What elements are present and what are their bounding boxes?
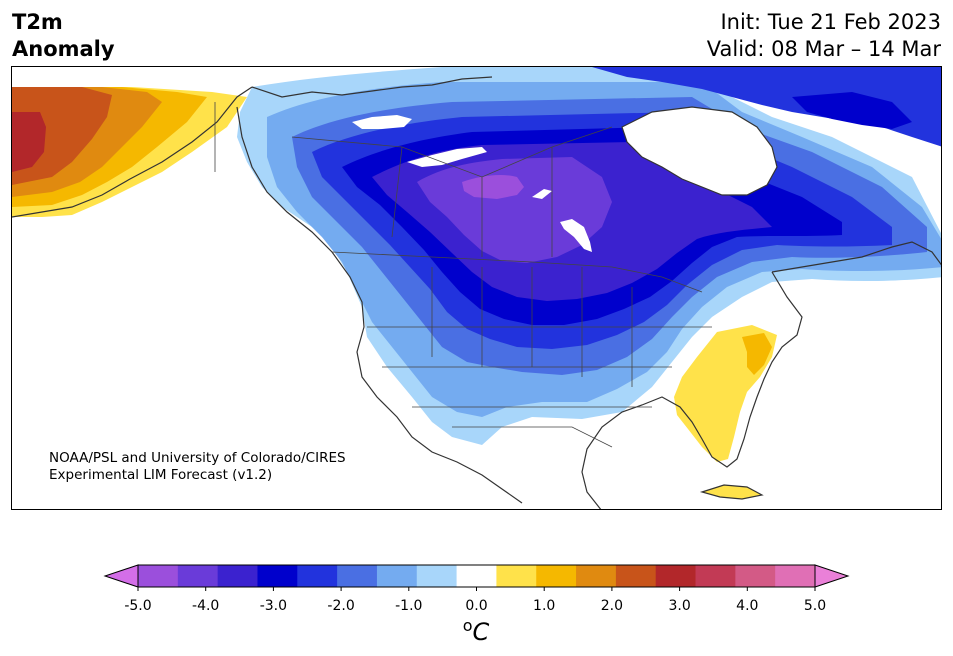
colorbar-swatch (496, 565, 537, 587)
colorbar-swatch (416, 565, 458, 587)
credit-line-2: Experimental LIM Forecast (v1.2) (49, 467, 273, 483)
colorbar-swatch (536, 565, 577, 587)
colorbar-swatch (217, 565, 258, 587)
hudson-bay (622, 107, 777, 195)
title-line-1: T2m (12, 10, 63, 34)
credit-line-1: NOAA/PSL and University of Colorado/CIRE… (49, 450, 346, 466)
colorbar-swatch (297, 565, 338, 587)
colorbar-swatch (138, 565, 179, 587)
title-line-2: Anomaly (12, 37, 115, 61)
colorbar-swatch (695, 565, 736, 587)
anomaly-map: NOAA/PSL and University of Colorado/CIRE… (11, 66, 942, 510)
colorbar-swatch (576, 565, 617, 587)
colorbar-swatch (615, 565, 657, 587)
colorbar-tick-label: 3.0 (668, 598, 691, 614)
colorbar-swatch (775, 565, 816, 587)
map-title: T2m Anomaly (12, 9, 115, 63)
great-bear-lake (352, 115, 412, 129)
forecast-dates: Init: Tue 21 Feb 2023 Valid: 08 Mar – 14… (707, 9, 941, 63)
colorbar-swatch (337, 565, 378, 587)
anomaly-band-pos5 (12, 112, 46, 172)
credit-text: NOAA/PSL and University of Colorado/CIRE… (49, 450, 346, 484)
colorbar-swatch (376, 565, 418, 587)
anomaly-band-pos-southeast-core (742, 333, 772, 375)
colorbar-tick-label: -1.0 (395, 598, 423, 614)
great-slave-lake (407, 147, 487, 167)
anomaly-band-neg8 (462, 174, 524, 199)
colorbar-tick-label: 1.0 (533, 598, 556, 614)
colorbar-tick-label: -5.0 (124, 598, 152, 614)
cuba-warm (702, 485, 762, 499)
init-date: Init: Tue 21 Feb 2023 (720, 10, 941, 34)
colorbar-swatch (655, 565, 697, 587)
colorbar-tick-label: 0.0 (465, 598, 488, 614)
colorbar-swatch (257, 565, 298, 587)
colorbar-swatch (735, 565, 776, 587)
colorbar-tick-label: 4.0 (736, 598, 759, 614)
colorbar-tick-label: 2.0 (600, 598, 624, 614)
degree-symbol: o (462, 616, 473, 635)
political-borders (214, 102, 712, 448)
colorbar-unit-label: oC (463, 616, 490, 646)
colorbar-tick-label: -2.0 (327, 598, 355, 614)
coastlines (12, 76, 941, 509)
unit-letter: C (472, 618, 490, 646)
colorbar-tick-label: -4.0 (192, 598, 220, 614)
lake-winnipeg (560, 219, 592, 252)
anomaly-map-svg: NOAA/PSL and University of Colorado/CIRE… (12, 67, 941, 509)
arctic-islands-core (792, 92, 912, 129)
valid-range: Valid: 08 Mar – 14 Mar (706, 37, 941, 61)
lake-athabasca (532, 189, 552, 199)
colorbar-tick-label: 5.0 (803, 598, 827, 614)
colorbar-tick-label: -3.0 (259, 598, 288, 614)
colorbar-swatch (177, 565, 219, 587)
colorbar-swatch (456, 565, 497, 587)
colorbar-extend-high (814, 564, 850, 588)
colorbar-extend-low (103, 564, 139, 588)
arctic-archipelago (592, 67, 941, 147)
